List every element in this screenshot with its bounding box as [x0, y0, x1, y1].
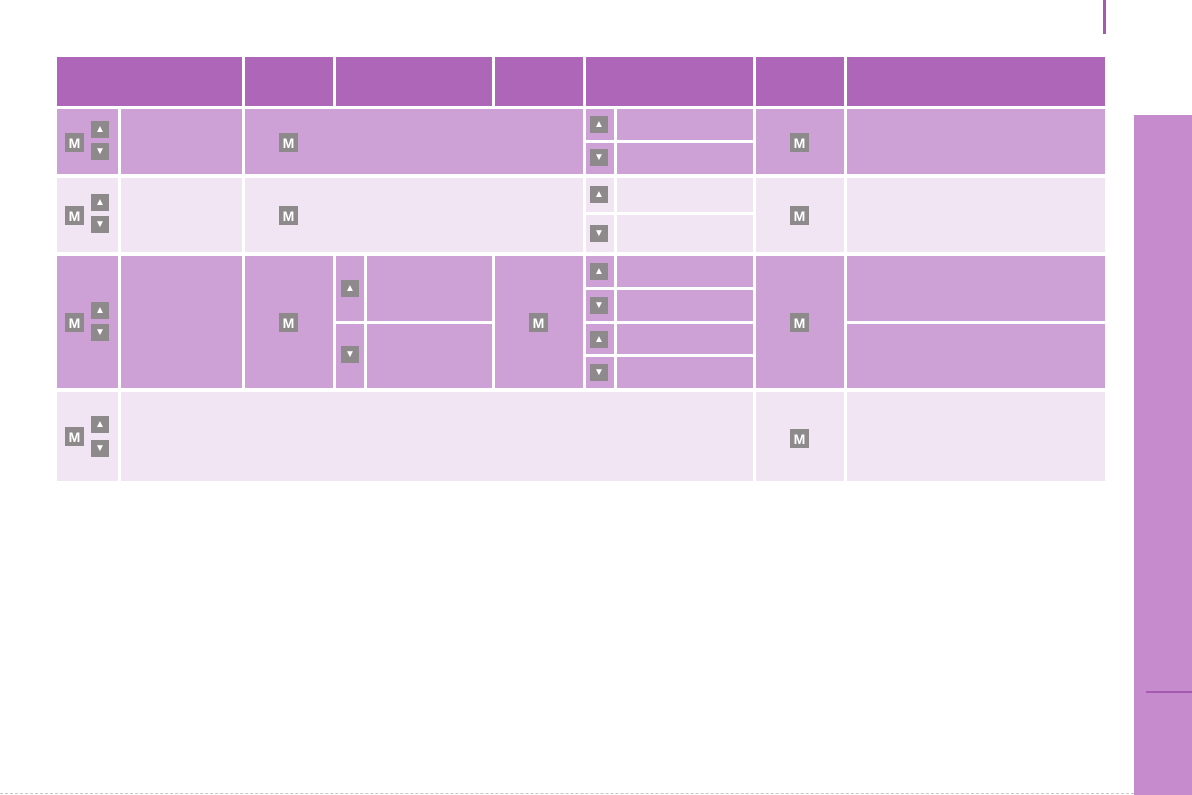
top-accent-bar	[1103, 0, 1106, 34]
menu-key-icon: M	[790, 313, 809, 332]
header-cell-6	[756, 57, 844, 106]
row1-result-cell	[847, 109, 1105, 174]
row1-up-option-cell	[617, 109, 753, 140]
menu-key-icon: M	[279, 133, 298, 152]
menu-key-icon: M	[279, 206, 298, 225]
row4-merged-cell	[121, 392, 753, 481]
row3-opt3-cell	[617, 324, 753, 354]
header-cell-4	[495, 57, 583, 106]
up-key-icon: ▲	[91, 416, 109, 433]
up-key-icon: ▲	[590, 331, 608, 348]
row2-down-option-cell	[617, 215, 753, 252]
row4-result-cell	[847, 392, 1105, 481]
down-key-icon: ▼	[91, 143, 109, 160]
down-key-icon: ▼	[91, 216, 109, 233]
down-key-icon: ▼	[590, 149, 608, 166]
row1-down-option-cell	[617, 143, 753, 174]
bottom-dashed-line	[0, 793, 1134, 794]
row2-up-option-cell	[617, 178, 753, 212]
down-key-icon: ▼	[590, 225, 608, 242]
menu-key-icon: M	[790, 206, 809, 225]
menu-key-icon: M	[65, 313, 84, 332]
row3-result-cell-1	[847, 256, 1105, 321]
row3-opt4-cell	[617, 357, 753, 388]
header-cell-5	[586, 57, 753, 106]
header-cell-1	[57, 57, 242, 106]
row3-sub-down-option-cell	[367, 324, 492, 388]
row2-merged-cell	[245, 178, 583, 252]
menu-key-icon: M	[790, 133, 809, 152]
up-key-icon: ▲	[91, 121, 109, 138]
down-key-icon: ▼	[91, 440, 109, 457]
up-key-icon: ▲	[91, 302, 109, 319]
side-tab	[1134, 115, 1192, 795]
header-cell-7	[847, 57, 1105, 106]
menu-key-icon: M	[529, 313, 548, 332]
menu-key-icon: M	[65, 206, 84, 225]
up-key-icon: ▲	[341, 280, 359, 297]
header-cell-3	[336, 57, 492, 106]
row3-opt1-cell	[617, 256, 753, 287]
menu-key-icon: M	[279, 313, 298, 332]
header-cell-2	[245, 57, 333, 106]
down-key-icon: ▼	[590, 297, 608, 314]
side-tab-divider	[1146, 691, 1192, 693]
row3-sub-up-option-cell	[367, 256, 492, 321]
down-key-icon: ▼	[91, 324, 109, 341]
row1-name-cell	[121, 109, 242, 174]
row2-name-cell	[121, 178, 242, 252]
up-key-icon: ▲	[91, 194, 109, 211]
menu-key-icon: M	[65, 427, 84, 446]
menu-key-icon: M	[65, 133, 84, 152]
row3-opt2-cell	[617, 290, 753, 321]
row3-result-cell-2	[847, 324, 1105, 388]
down-key-icon: ▼	[341, 346, 359, 363]
row3-name-cell	[121, 256, 242, 388]
row2-result-cell	[847, 178, 1105, 252]
up-key-icon: ▲	[590, 116, 608, 133]
row1-merged-cell	[245, 109, 583, 174]
down-key-icon: ▼	[590, 364, 608, 381]
menu-key-icon: M	[790, 429, 809, 448]
up-key-icon: ▲	[590, 186, 608, 203]
up-key-icon: ▲	[590, 263, 608, 280]
